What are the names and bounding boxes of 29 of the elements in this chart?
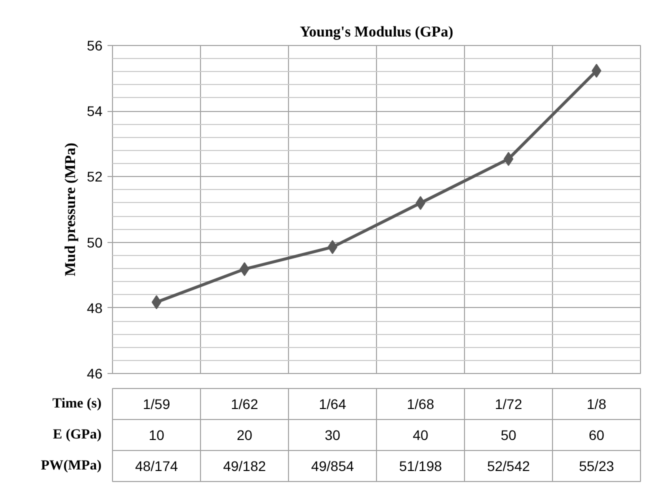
y-tick-label: 48 [86,300,103,316]
text: 1/72 [494,396,522,412]
text: PW(MPa) [40,458,102,474]
x-tick-label: 50 [500,427,516,443]
x-tick-label: 40 [412,427,428,443]
x-tick-label: 30 [324,427,340,443]
y-tick-label: 56 [86,38,103,54]
y-tick-label: 52 [86,168,103,185]
text: 1/8 [586,396,606,412]
text: 1/62 [230,396,258,412]
x-tick-label: 20 [236,427,252,443]
x-axis-title: E (GPa) [52,428,102,442]
data-label: 51/198 [399,458,442,474]
data-label: 49/182 [223,458,266,474]
y-tick-label: 54 [86,103,103,120]
y-tick-label: 46 [86,366,103,382]
data-label: 52/542 [487,458,530,474]
text: 1/59 [142,396,170,412]
text: 1/68 [406,396,434,412]
data-label: 55/23 [578,458,614,474]
chart-title: Young's Modulus (GPa) [300,24,454,40]
y-axis-title: Mud pressure (MPa) [62,142,79,276]
text: 1/64 [318,396,346,412]
data-label: 48/174 [135,458,178,474]
x-tick-label: 60 [588,427,604,443]
data-label: 49/854 [311,458,354,474]
x-tick-label: 10 [148,427,164,443]
y-tick-label: 50 [86,234,103,250]
text: Time (s) [52,396,102,412]
